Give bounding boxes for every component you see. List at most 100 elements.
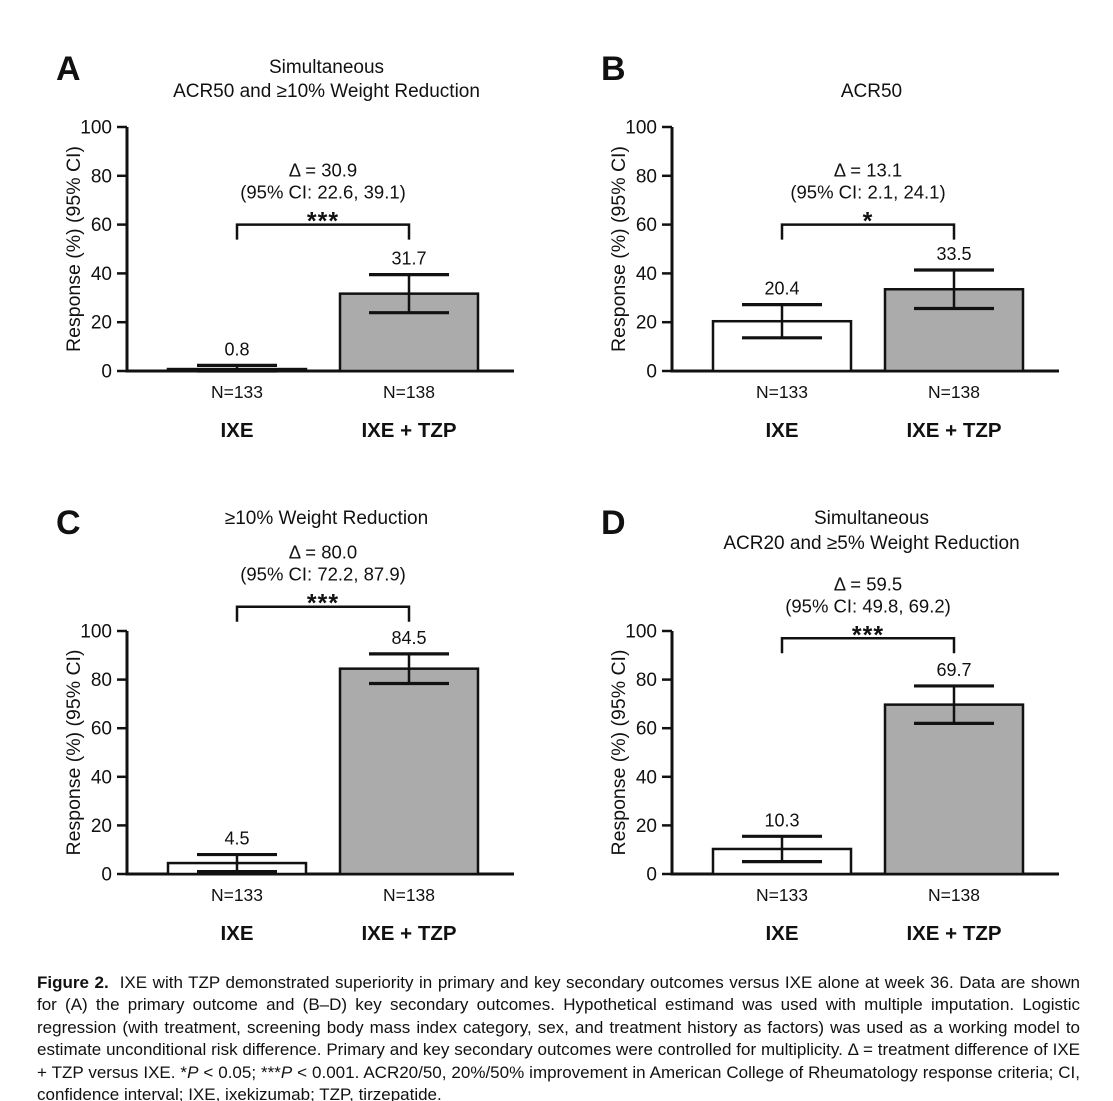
- y-tick-label: 80: [636, 166, 657, 187]
- y-tick-label: 80: [91, 166, 112, 187]
- significance-stars: ***: [307, 208, 339, 236]
- group-label-ixe: IXE: [220, 922, 253, 945]
- n-label-ixe-tzp: N=138: [928, 382, 980, 402]
- delta-label: Δ = 59.5: [834, 573, 902, 594]
- delta-label: Δ = 80.0: [289, 542, 357, 563]
- value-label-ixe-tzp: 69.7: [936, 660, 971, 680]
- y-axis-label: Response (%) (95% CI): [608, 650, 630, 856]
- group-label-ixe-tzp: IXE + TZP: [361, 922, 456, 945]
- panel-c-letter: C: [56, 504, 81, 542]
- error-bar-ixe-tzp: [369, 652, 449, 686]
- panel-b-letter: B: [601, 50, 626, 88]
- y-tick-label: 80: [636, 670, 657, 691]
- value-label-ixe-tzp: 33.5: [936, 244, 971, 264]
- y-tick-label: 20: [91, 816, 112, 837]
- error-bar-ixe-tzp: [914, 684, 994, 725]
- delta-label: Δ = 13.1: [834, 160, 902, 181]
- n-label-ixe: N=133: [756, 885, 808, 905]
- n-label-ixe: N=133: [756, 382, 808, 402]
- y-tick-label: 100: [80, 622, 112, 643]
- y-tick-label: 40: [636, 767, 657, 788]
- caption-text-segment: P: [187, 1062, 199, 1082]
- group-label-ixe-tzp: IXE + TZP: [361, 419, 456, 442]
- caption-text-segment: P: [280, 1062, 293, 1082]
- group-label-ixe: IXE: [765, 922, 798, 945]
- y-tick-label: 40: [91, 264, 112, 285]
- y-tick-label: 40: [636, 264, 657, 285]
- significance-stars: ***: [852, 621, 884, 649]
- group-label-ixe-tzp: IXE + TZP: [906, 922, 1001, 945]
- error-bar-ixe-tzp: [369, 273, 449, 315]
- y-tick-label: 100: [625, 622, 657, 643]
- y-tick-label: 40: [91, 767, 112, 788]
- error-bar-ixe: [742, 303, 822, 340]
- caption-text-segment: < 0.001. ACR20/50, 20%/50% improvement i…: [37, 1062, 1080, 1101]
- panel-title: ≥10% Weight Reduction: [225, 508, 428, 529]
- significance-bracket: [235, 223, 411, 240]
- value-label-ixe-tzp: 84.5: [391, 628, 426, 648]
- error-bar-ixe: [742, 834, 822, 864]
- significance-stars: *: [863, 208, 874, 236]
- panel-title: Simultaneous: [814, 508, 929, 529]
- y-tick-label: 0: [646, 865, 657, 886]
- n-label-ixe-tzp: N=138: [383, 382, 435, 402]
- delta-ci-label: (95% CI: 72.2, 87.9): [240, 564, 406, 585]
- n-label-ixe-tzp: N=138: [928, 885, 980, 905]
- value-label-ixe: 4.5: [224, 829, 249, 849]
- caption-text-segment: IXE with TZP demonstrated superiority in…: [37, 973, 1080, 1082]
- y-tick-label: 60: [636, 215, 657, 236]
- error-bar-ixe-tzp: [914, 268, 994, 311]
- value-label-ixe: 20.4: [764, 279, 799, 299]
- panel-b-chart: B ACR50 0 20 40 60 80 100 Response (%) (95% CI) 2…: [601, 50, 1059, 442]
- significance-stars: ***: [307, 590, 339, 618]
- n-label-ixe: N=133: [211, 885, 263, 905]
- caption-figure-label: Figure 2.: [37, 973, 109, 992]
- significance-bracket: [780, 223, 956, 240]
- y-axis-label: Response (%) (95% CI): [63, 146, 85, 352]
- panel-d-chart: D Simultaneous ACR20 and ≥5% Weight Reduct…: [601, 504, 1059, 945]
- panel-d-letter: D: [601, 504, 626, 542]
- figure-caption: Figure 2. IXE with TZP demonstrated super…: [37, 972, 1080, 1101]
- panel-title: Simultaneous: [269, 57, 384, 78]
- y-tick-label: 100: [80, 118, 112, 139]
- panel-title: ACR20 and ≥5% Weight Reduction: [723, 533, 1019, 554]
- delta-ci-label: (95% CI: 2.1, 24.1): [790, 182, 945, 203]
- panel-a-letter: A: [56, 50, 81, 88]
- panel-c-chart: C ≥10% Weight Reduction 0 20 40 60 80 100 Respon…: [56, 504, 514, 945]
- y-axis-label: Response (%) (95% CI): [608, 146, 630, 352]
- value-label-ixe: 10.3: [764, 810, 799, 830]
- panel-title: ACR50 and ≥10% Weight Reduction: [173, 81, 480, 102]
- bar-ixe-tzp: [883, 703, 1025, 876]
- n-label-ixe-tzp: N=138: [383, 885, 435, 905]
- y-tick-label: 20: [91, 313, 112, 334]
- y-tick-label: 60: [636, 719, 657, 740]
- n-label-ixe: N=133: [211, 382, 263, 402]
- group-label-ixe-tzp: IXE + TZP: [906, 419, 1001, 442]
- delta-ci-label: (95% CI: 22.6, 39.1): [240, 182, 406, 203]
- y-tick-label: 0: [101, 865, 112, 886]
- bar-ixe-tzp: [338, 667, 480, 876]
- panel-a-chart: A Simultaneous ACR50 and ≥10% Weight Reduc…: [56, 50, 514, 442]
- value-label-ixe: 0.8: [224, 339, 249, 359]
- delta-ci-label: (95% CI: 49.8, 69.2): [785, 595, 951, 616]
- y-tick-label: 0: [101, 362, 112, 383]
- y-tick-label: 60: [91, 719, 112, 740]
- group-label-ixe: IXE: [765, 419, 798, 442]
- y-tick-label: 100: [625, 118, 657, 139]
- y-axis-label: Response (%) (95% CI): [63, 650, 85, 856]
- y-tick-label: 20: [636, 816, 657, 837]
- significance-bracket: [780, 637, 956, 654]
- significance-bracket: [235, 605, 411, 622]
- y-tick-label: 20: [636, 313, 657, 334]
- y-tick-label: 0: [646, 362, 657, 383]
- y-tick-label: 80: [91, 670, 112, 691]
- error-bar-ixe: [197, 363, 277, 373]
- panel-title: ACR50: [841, 81, 902, 102]
- value-label-ixe-tzp: 31.7: [391, 249, 426, 269]
- error-bar-ixe: [197, 852, 277, 874]
- group-label-ixe: IXE: [220, 419, 253, 442]
- delta-label: Δ = 30.9: [289, 160, 357, 181]
- y-tick-label: 60: [91, 215, 112, 236]
- caption-text-segment: < 0.05; ***: [198, 1062, 281, 1082]
